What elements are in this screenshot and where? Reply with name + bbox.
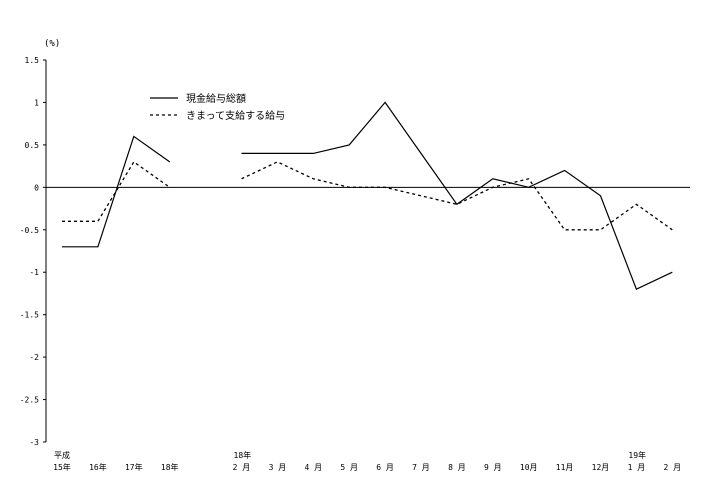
x-category-label: 11月 [556,463,574,472]
y-tick-label: -1 [29,268,39,277]
x-category-label: 15年 [53,462,71,472]
x-category-label: 16年 [89,462,107,472]
series-layer [62,101,673,291]
x-category-label: 8 月 [448,463,466,472]
x-category-label: 1 月 [628,463,646,472]
y-tick-label: 1 [34,98,39,107]
x-category-label: 7 月 [412,463,430,472]
x-category-label: 17年 [125,462,143,472]
x-category-label: 2 月 [663,463,681,472]
x-category-label: 10月 [520,463,538,472]
y-tick-label: -0.5 [20,226,39,235]
series-line-1 [62,135,171,248]
x-category-label: 9 月 [484,463,502,472]
x-category-label: 2 月 [233,463,251,472]
x-category-label: 3 月 [269,463,287,472]
y-tick-label: -1.5 [20,311,39,320]
legend-label-1: 現金給与総額 [186,92,246,105]
y-tick-label: -2 [29,353,39,362]
legend-label-2: きまって支給する給与 [186,109,285,122]
series-line-1 [241,101,673,291]
x-category-label: 12月 [592,463,610,472]
y-tick-labels: 1.5 1 0.5 0 -0.5 -1 -1.5 -2 -2.5 -3 [20,56,46,447]
y-tick-label: -3 [29,438,39,447]
axes [45,60,690,442]
x-category-label: 18年 [161,462,179,472]
x-category-label: 5 月 [340,463,358,472]
x-category-year-label: 19年 [628,450,646,460]
y-tick-label: 1.5 [25,56,40,65]
x-category-year-label: 18年 [234,450,252,460]
x-category-label: 6 月 [376,463,394,472]
series-line-2 [241,161,673,231]
series-line-2 [62,160,171,222]
x-category-labels: 平成 15年 16年 17年 18年 18年 2 月 3 月 4 月 5 月 6 月 7 月 8 月 9 … [53,450,681,472]
y-axis-unit-label: (%) [44,39,60,49]
y-tick-label: -2.5 [20,396,39,405]
x-category-year-label: 平成 [54,450,70,460]
x-category-label: 4 月 [304,463,322,472]
y-tick-label: 0 [34,183,39,192]
y-tick-label: 0.5 [25,141,40,150]
